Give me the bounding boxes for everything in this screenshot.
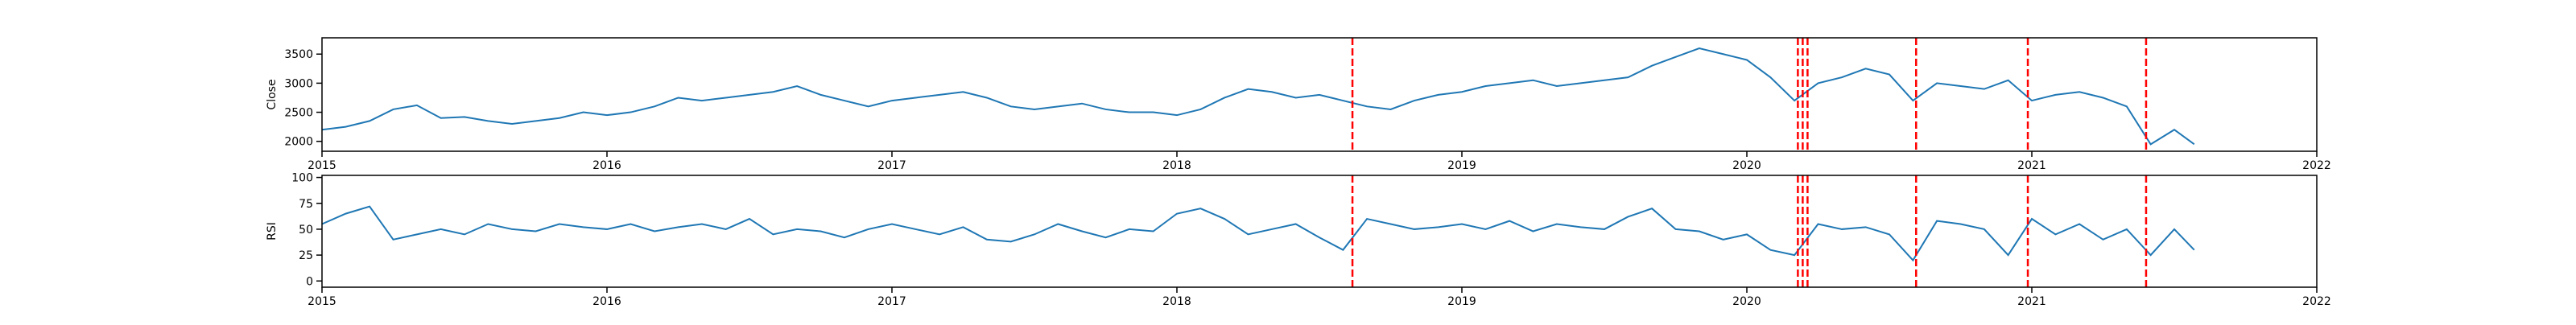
y-tick-label: 50 [299,224,313,237]
x-tick-label: 2021 [2017,159,2046,172]
x-tick-label: 2021 [2017,295,2046,308]
price-line [321,205,2195,262]
x-tick-label: 2015 [308,159,336,172]
x-tick-label: 2015 [308,295,336,308]
price-line [321,47,2195,146]
x-tick-label: 2019 [1447,295,1476,308]
x-tick-label: 2020 [1732,295,1761,308]
y-tick-label: 2500 [284,107,313,120]
x-tick-label: 2016 [592,295,621,308]
y-tick-label: 0 [306,275,313,288]
y-tick-label: 75 [299,198,313,211]
x-tick-label: 2019 [1447,159,1476,172]
x-tick-label: 2017 [877,159,906,172]
y-axis-label: RSI [266,222,279,241]
y-tick-label: 2000 [284,136,313,149]
x-tick-label: 2022 [2302,159,2331,172]
axes-frame [321,175,2318,288]
x-tick-label: 2018 [1162,159,1191,172]
axes-frame [321,37,2318,152]
x-tick-label: 2017 [877,295,906,308]
y-axis-label: Close [266,79,279,109]
x-tick-label: 2016 [592,159,621,172]
y-tick-label: 3000 [284,77,313,90]
y-tick-label: 25 [299,249,313,262]
x-tick-label: 2022 [2302,295,2331,308]
x-tick-label: 2018 [1162,295,1191,308]
y-tick-label: 100 [291,172,313,185]
x-tick-label: 2020 [1732,159,1761,172]
y-tick-label: 3500 [284,48,313,61]
